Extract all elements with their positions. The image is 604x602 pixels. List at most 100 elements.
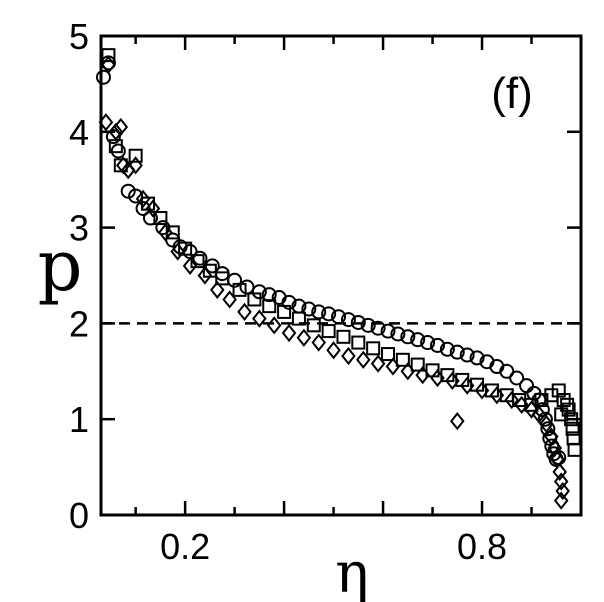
data-point-diamond: [108, 122, 124, 141]
data-point-circle: [281, 294, 297, 310]
data-point-square: [381, 347, 396, 362]
data-point-diamond: [474, 381, 490, 400]
data-point-circle: [499, 363, 515, 379]
data-point-diamond: [531, 405, 547, 424]
y-tick-label: 0: [69, 495, 89, 536]
data-point-square: [366, 341, 381, 356]
data-point-square: [534, 393, 549, 408]
data-point-square: [153, 211, 168, 226]
data-point-diamond: [524, 400, 539, 419]
data-point-square: [336, 329, 351, 344]
data-point-square: [306, 318, 321, 333]
data-point-circle: [251, 284, 267, 300]
data-point-diamond: [237, 302, 252, 322]
data-point-diamond: [113, 117, 129, 137]
data-point-circle: [261, 287, 277, 303]
data-point-circle: [340, 312, 356, 328]
plot-frame: [99, 34, 583, 517]
data-point-circle: [537, 411, 553, 427]
data-point-square: [561, 402, 576, 417]
data-point-square: [262, 299, 277, 314]
data-point-square: [232, 282, 247, 297]
data-point-circle: [214, 266, 230, 282]
y-tick-label: 1: [69, 399, 89, 440]
data-point-circle: [449, 344, 465, 360]
data-point-square: [567, 442, 582, 457]
data-point-diamond: [222, 290, 237, 309]
series-diamond: [98, 55, 570, 510]
data-point-square: [101, 48, 116, 63]
data-point-diamond: [552, 462, 568, 481]
series-circle: [95, 55, 567, 467]
data-point-diamond: [450, 412, 465, 431]
data-point-circle: [155, 220, 171, 236]
data-point-diamond: [281, 323, 297, 343]
data-point-square: [277, 304, 292, 319]
x-tick-label: 0.8: [457, 526, 507, 567]
data-point-circle: [239, 279, 255, 295]
data-point-diamond: [266, 316, 282, 335]
data-point-diamond: [539, 414, 554, 434]
data-point-diamond: [135, 189, 151, 208]
y-tick-label: 5: [69, 16, 89, 57]
data-point-circle: [350, 314, 366, 330]
data-point-circle: [204, 258, 220, 274]
axis-ticks: [101, 34, 581, 517]
data-point-square: [128, 148, 143, 163]
data-point-diamond: [430, 368, 445, 388]
data-point-diamond: [311, 333, 327, 352]
data-point-square: [524, 397, 539, 412]
y-axis-label: p: [38, 225, 83, 307]
data-point-diamond: [415, 366, 430, 385]
data-point-diamond: [555, 481, 570, 501]
data-point-diamond: [128, 156, 143, 175]
data-point-square: [565, 421, 580, 436]
data-point-circle: [135, 200, 151, 216]
data-point-square: [351, 335, 366, 350]
data-point-circle: [128, 188, 144, 204]
data-point-circle: [360, 317, 376, 333]
data-point-circle: [420, 335, 436, 351]
axis-tick-labels: 0 1 2 3 4 5 0.2 0.8: [69, 16, 507, 567]
data-point-circle: [509, 370, 525, 386]
chart-marks: [95, 48, 582, 510]
data-point-circle: [410, 332, 426, 348]
y-tick-label: 3: [69, 208, 89, 249]
data-point-circle: [321, 306, 337, 322]
data-point-square: [247, 292, 262, 307]
x-tick-label: 0.2: [160, 526, 210, 567]
data-point-diamond: [341, 346, 356, 366]
data-point-diamond: [504, 390, 520, 410]
data-point-diamond: [514, 395, 529, 414]
data-point-diamond: [459, 376, 475, 395]
data-point-circle: [469, 350, 485, 366]
data-point-circle: [429, 337, 445, 353]
data-point-square: [291, 311, 306, 326]
data-point-circle: [390, 326, 406, 342]
data-point-diamond: [296, 328, 312, 347]
data-point-diamond: [553, 472, 569, 491]
data-point-diamond: [370, 354, 386, 373]
data-point-circle: [439, 341, 455, 357]
data-point-square: [178, 241, 193, 256]
data-point-square: [410, 357, 425, 372]
data-point-circle: [370, 320, 386, 336]
data-point-square: [215, 271, 230, 286]
data-point-circle: [110, 143, 126, 159]
data-point-circle: [105, 129, 121, 145]
x-axis-label: η: [335, 541, 369, 602]
data-point-diamond: [355, 350, 371, 369]
data-point-circle: [519, 378, 535, 394]
data-point-diamond: [385, 357, 401, 376]
data-point-diamond: [145, 199, 161, 218]
data-point-circle: [459, 347, 475, 363]
data-point-circle: [95, 69, 111, 85]
data-point-diamond: [101, 55, 116, 74]
data-point-square: [554, 407, 569, 422]
data-point-diamond: [445, 371, 460, 390]
data-point-diamond: [170, 242, 185, 261]
y-tick-label: 4: [69, 112, 89, 153]
data-point-diamond: [400, 362, 416, 381]
data-point-circle: [192, 250, 208, 266]
